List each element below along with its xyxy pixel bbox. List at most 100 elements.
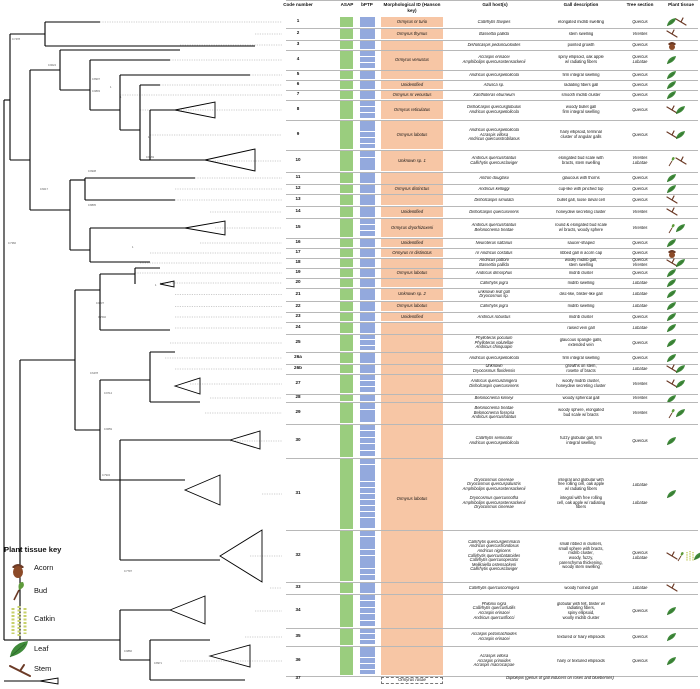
row-code-number: 2 (296, 31, 300, 36)
row-divider (286, 301, 698, 302)
row-divider (286, 268, 698, 269)
stem-icon (666, 28, 678, 38)
row-gall-description: globular with felt, blister w/ radiating… (556, 601, 605, 620)
morph-id-label: Ormyrus nr distinctus (392, 249, 432, 255)
table-row: 1 Callirhytis flavipes elongated midrib sw… (0, 16, 700, 28)
bptp-bar (360, 530, 375, 537)
support-value: 1 (148, 135, 150, 139)
bptp-bar (360, 476, 375, 482)
row-code-number: 34 (295, 608, 301, 613)
asap-bar (340, 322, 353, 334)
table-row: 14 Disholcaspis quercusvirens honeydew sec… (0, 206, 700, 218)
row-gall-description: midrib cluster (568, 270, 594, 275)
key-label-bud: Bud (34, 586, 48, 595)
collapsed-clade (168, 595, 206, 625)
row-tree-section: Quercus (632, 438, 648, 443)
row-divider (286, 194, 698, 195)
bptp-bar (360, 663, 375, 669)
row-gall-hosts: Acraspis erinacei Amphibolips quercusost… (462, 55, 526, 64)
bud-icon (668, 156, 675, 166)
row-gall-description: textured or hairy ellipsoids (557, 634, 605, 639)
asap-bar (340, 120, 353, 150)
bptp-bar (360, 120, 375, 126)
row-tree-section: Quercus (632, 250, 648, 255)
row-gall-description: hairy or textured ellipsoids (557, 658, 605, 663)
row-divider (286, 424, 698, 425)
row-gall-hosts: Acraspis villosa Acraspis prinoides Acra… (473, 654, 515, 668)
row-divider (286, 334, 698, 335)
collapsed-clade (228, 430, 261, 450)
bud-icon (677, 551, 684, 561)
asap-bar (340, 194, 353, 206)
leaf-icon (666, 313, 676, 322)
row-code-number: 11 (295, 175, 301, 180)
row-tree-section: Virentes (632, 395, 648, 400)
morph-id-label: Unidentified (400, 81, 424, 87)
row-tree-section: Quercus (632, 355, 648, 360)
morph-id-group: Ormyrus nr turio (381, 16, 443, 28)
row-tree-section: Quercus (632, 608, 648, 613)
support-value: 1 (110, 85, 112, 89)
row-gall-hosts: Callirhytis seminator Andricus quercuspe… (469, 436, 519, 445)
leaf-icon (666, 185, 676, 194)
support-value: 0.6017 (40, 187, 48, 191)
row-gall-description: midrib cluster (568, 314, 594, 319)
bptp-bar (360, 345, 375, 351)
row-gall-hosts: Callirhytis flavipes (477, 19, 511, 24)
morph-id-group: Unidentified (381, 312, 443, 322)
bptp-bar (360, 574, 375, 581)
bptp-bar (360, 444, 375, 450)
morph-id-group: Unidentified (381, 238, 443, 248)
row-divider (286, 206, 698, 207)
leaf-icon (666, 279, 676, 288)
bptp-bar (360, 511, 375, 517)
row-tree-section: Quercus (632, 19, 648, 24)
morph-id-label: Unknown sp. 1 (398, 157, 426, 163)
bptp-bar (360, 505, 375, 511)
row-gall-description: woody horned gall (564, 585, 598, 590)
bptp-bar (360, 543, 375, 549)
row-code-number: 22 (295, 303, 301, 308)
bptp-bar (360, 639, 375, 645)
row-gall-description: midrib swelling (567, 280, 595, 285)
support-value: 0.9659 (104, 427, 112, 431)
row-tree-section: Quercus (632, 72, 648, 77)
row-gall-description: small ribbed in clusters, small sphere w… (558, 542, 604, 570)
row-gall-description: integral and globular with free rolling … (556, 477, 606, 510)
asap-bar (340, 530, 353, 582)
morph-id-label: Ormyrus labotus (396, 269, 428, 275)
asap-bar (340, 50, 353, 70)
bptp-bar (360, 258, 375, 268)
row-gall-hosts: Callirhytis pigra (480, 280, 508, 285)
morph-id-group: Ormyrus labotus (381, 120, 443, 150)
bptp-bar (360, 601, 375, 607)
row-tree-section: Quercus (632, 82, 648, 87)
support-value: 0.9938 (88, 169, 96, 173)
bptp-bar (360, 669, 375, 675)
asap-bar (340, 288, 353, 301)
bud-icon (13, 582, 24, 601)
support-value: 0.8907 (92, 77, 100, 81)
row-gall-description: smooth midrib cluster (561, 92, 601, 97)
bptp-bar (360, 470, 375, 476)
bptp-bar (360, 549, 375, 556)
row-divider (286, 28, 698, 29)
table-row: 28 Belonocnema kinseyi woody spherical gal… (0, 394, 700, 404)
leaf-icon (666, 632, 676, 641)
row-tree-section: Virentes (632, 31, 648, 36)
asap-bar (340, 100, 353, 120)
row-gall-hosts: Andricus dimorphus (475, 270, 513, 275)
table-row: 18 Andricus pattoni Bassettia pallida wool… (0, 258, 700, 268)
support-value: 0.7934 (102, 473, 110, 477)
morph-id-group: Ormyrus nr venustus (381, 90, 443, 100)
row-gall-description: firm integral swelling (562, 72, 600, 77)
row-gall-description: bullet gall, loose larval cell (557, 197, 605, 202)
row-gall-hosts: Dryocosmus cinereae Dryocosmus quercuspa… (462, 477, 526, 510)
morph-id-group: Unknown sp. 2 (381, 288, 443, 301)
row-gall-hosts: Callirhytis pigra (480, 304, 508, 309)
bptp-bar (360, 562, 375, 568)
leaf-icon (675, 105, 685, 114)
table-row: 13 Disholcaspis simulata bullet gall, loos… (0, 194, 700, 206)
table-row: 31 Dryocosmus cinereae Dryocosmus quercus… (0, 458, 700, 530)
row-tree-section: Virentes (632, 410, 648, 415)
